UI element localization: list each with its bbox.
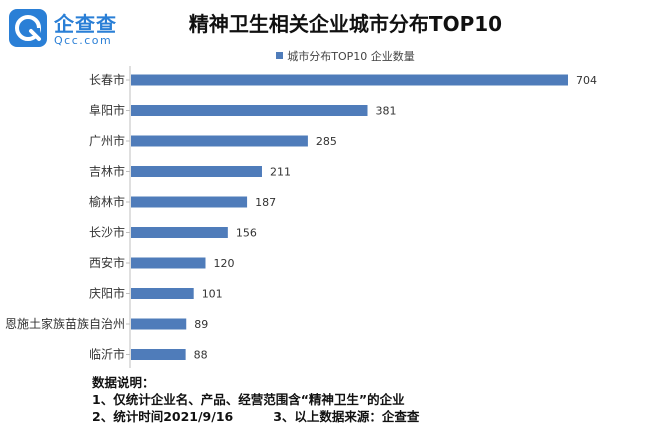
value-label: 101: [202, 288, 223, 301]
bar: [131, 166, 262, 177]
bar: [131, 288, 194, 299]
bar: [131, 349, 186, 360]
legend-label: 城市分布TOP10 企业数量: [287, 50, 415, 63]
category-label: 恩施土家族苗族自治州: [5, 316, 125, 331]
bar: [131, 318, 187, 330]
data-notes: 数据说明： 1、仅统计企业名、产品、经营范围含“精神卫生”的企业 2、统计时间2…: [92, 374, 419, 425]
bar: [131, 257, 206, 269]
category-label: 阜阳市: [89, 103, 125, 118]
legend-swatch: [276, 52, 284, 59]
value-label: 187: [255, 196, 276, 209]
brand-domain: Qcc.com: [54, 34, 113, 47]
value-label: 381: [376, 105, 397, 118]
value-label: 704: [576, 74, 597, 87]
bar: [131, 196, 248, 208]
notes-line-2-source: 3、以上数据来源：企查查: [273, 409, 420, 424]
bar: [131, 227, 228, 238]
value-label: 88: [194, 349, 208, 362]
category-label: 临沂市: [89, 347, 125, 362]
chart-title: 精神卫生相关企业城市分布TOP10: [188, 12, 503, 36]
bar: [131, 74, 568, 86]
bar: [131, 135, 308, 147]
category-label: 吉林市: [89, 164, 125, 179]
value-label: 211: [270, 166, 291, 179]
brand-name: 企查查: [54, 12, 117, 36]
brand-logo: 企查查 Qcc.com: [8, 8, 138, 48]
category-label: 广州市: [89, 133, 125, 148]
value-label: 156: [236, 227, 257, 240]
chart-legend: 城市分布TOP10 企业数量: [0, 48, 651, 64]
notes-line-1: 1、仅统计企业名、产品、经营范围含“精神卫生”的企业: [92, 392, 405, 407]
qcc-logo-icon: [9, 9, 47, 47]
category-label: 庆阳市: [89, 286, 125, 301]
value-label: 120: [213, 257, 234, 270]
value-label: 285: [316, 135, 337, 148]
category-label: 榆林市: [89, 194, 125, 209]
category-label: 西安市: [89, 255, 125, 270]
notes-line-2-time: 2、统计时间2021/9/16: [92, 409, 234, 424]
category-label: 长春市: [89, 72, 125, 87]
notes-line-2: 2、统计时间2021/9/16 3、以上数据来源：企查查: [92, 408, 419, 425]
notes-heading: 数据说明：: [92, 375, 155, 390]
value-label: 89: [194, 318, 208, 331]
bar: [131, 105, 368, 116]
category-label: 长沙市: [89, 225, 125, 240]
bar-chart: 长春市 704 阜阳市 381 广州市 285 吉林市 211 榆林市 187 长沙市 156 西安市 1…: [5, 66, 597, 368]
